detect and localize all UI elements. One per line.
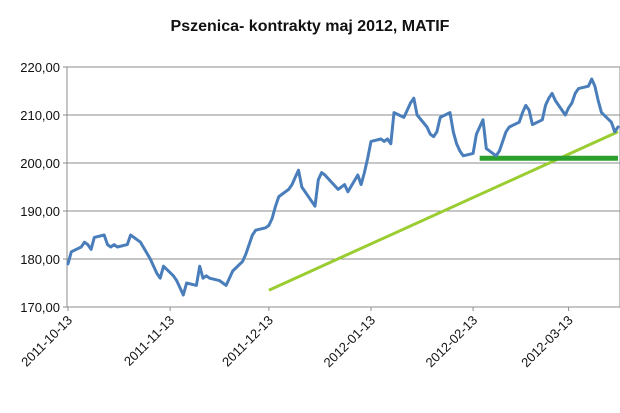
y-tick-label: 190,00 [20,204,60,219]
y-tick-label: 180,00 [20,252,60,267]
x-tick-label: 2011-11-13 [121,313,177,369]
y-tick-label: 200,00 [20,156,60,171]
y-tick-label: 210,00 [20,108,60,123]
x-tick-label: 2011-12-13 [219,313,276,370]
x-tick-label: 2012-03-13 [518,313,576,371]
y-tick-label: 170,00 [20,300,60,315]
x-tick-label: 2011-10-13 [18,313,75,370]
x-tick-label: 2012-01-13 [320,313,378,371]
x-tick-label: 2012-02-13 [423,313,481,371]
chart-title: Pszenica- kontrakty maj 2012, MATIF [170,18,450,35]
price-series-line [66,77,620,297]
y-tick-label: 220,00 [20,60,60,75]
